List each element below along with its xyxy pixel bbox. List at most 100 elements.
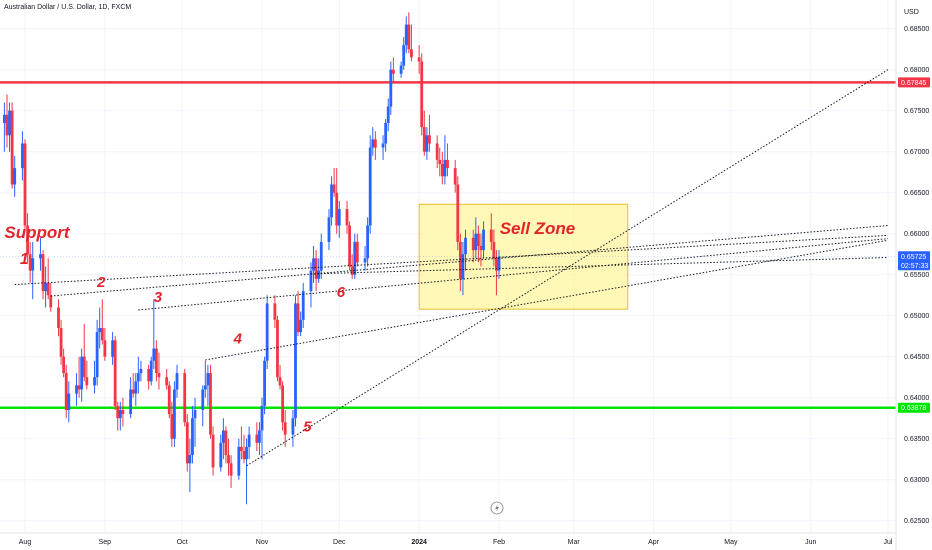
candle-body: [276, 319, 279, 378]
candle-body: [368, 147, 372, 226]
trend-line[interactable]: [246, 69, 889, 467]
candle-body: [46, 282, 50, 296]
candle-body: [167, 385, 171, 415]
candle-body: [39, 254, 42, 259]
trend-line[interactable]: [50, 225, 889, 297]
candle-body: [242, 451, 246, 460]
price-tick-label: 0.68000: [904, 67, 929, 74]
candle-body: [335, 192, 339, 226]
candle-body: [147, 369, 151, 382]
candle-body: [170, 414, 174, 439]
candle-body: [495, 258, 498, 271]
time-tick-label: Jul: [884, 539, 893, 546]
candle-body: [337, 209, 341, 226]
candle-body: [103, 340, 107, 357]
annotation-label: 1: [20, 251, 29, 268]
candle-body: [438, 159, 442, 164]
candle-body: [407, 24, 411, 50]
candle-body: [62, 356, 66, 374]
price-axis[interactable]: 0.68500 0.68000 0.67500 0.67000 0.66500 0.660…: [904, 26, 929, 525]
candle-body: [345, 209, 349, 226]
candle-body: [330, 184, 333, 218]
candle-body: [299, 319, 303, 333]
candle-body: [258, 430, 261, 443]
candle-body: [165, 377, 169, 386]
candle-body: [31, 258, 35, 271]
candle-body: [193, 410, 197, 419]
price-tag-label: 02:57:33: [901, 263, 928, 270]
candle-body: [492, 241, 496, 259]
candle-body: [278, 377, 282, 386]
price-tag-label: 0.63878: [901, 405, 926, 412]
candles: [2, 12, 501, 505]
time-tick-label: Jun: [805, 539, 816, 546]
time-axis[interactable]: Aug Sep Oct Nov Dec 2024 Feb Mar Apr May Jun Jul: [19, 539, 893, 546]
candle-body: [2, 114, 6, 123]
candle-body: [314, 258, 318, 279]
candle-body: [175, 373, 179, 390]
trend-lines[interactable]: [14, 69, 889, 467]
candle-body: [77, 385, 81, 390]
price-tag: [898, 77, 930, 88]
candle-body: [23, 143, 27, 226]
price-tag: [898, 251, 930, 262]
trend-line[interactable]: [14, 234, 889, 286]
candle-body: [188, 455, 192, 464]
price-tick-label: 0.66500: [904, 190, 929, 197]
candle-body: [49, 295, 53, 308]
candle-body: [139, 369, 143, 374]
annotation-label: 2: [96, 274, 106, 291]
candle-body: [44, 282, 48, 292]
candle-body: [136, 373, 140, 382]
price-tags: 0.67845 0.65725 02:57:33 0.63878: [898, 77, 930, 413]
candle-body: [291, 418, 295, 435]
price-tick-label: 0.64500: [904, 354, 929, 361]
candle-body: [371, 139, 375, 148]
candle-body: [476, 233, 480, 246]
candle-body: [5, 114, 9, 136]
horizontal-levels[interactable]: [0, 81, 896, 409]
candle-body: [404, 24, 408, 46]
candle-body: [121, 410, 125, 415]
candle-body: [93, 377, 96, 386]
candle-body: [381, 143, 385, 148]
candle-body: [309, 270, 313, 292]
candle-body: [384, 123, 388, 144]
trend-line[interactable]: [138, 238, 889, 311]
candle-body: [489, 229, 493, 242]
candle-body: [13, 168, 17, 185]
candle-body: [219, 442, 223, 468]
annotation-label: 6: [337, 284, 346, 301]
candle-body: [203, 385, 207, 390]
candle-body: [118, 410, 122, 419]
candle-body: [435, 143, 439, 160]
chart-title: Australian Dollar / U.S. Dollar, 1D, FXC…: [4, 4, 132, 11]
candle-body: [64, 373, 68, 410]
trend-line[interactable]: [310, 256, 889, 275]
candle-body: [428, 135, 431, 144]
price-tick-label: 0.64000: [904, 395, 929, 402]
candle-body: [229, 463, 233, 476]
candle-body: [75, 385, 78, 394]
candle-body: [21, 143, 24, 169]
lightning-icon[interactable]: [490, 501, 504, 515]
candle-body: [211, 434, 215, 468]
candle-body: [386, 106, 390, 123]
candle-body: [482, 229, 485, 251]
candle-body: [283, 422, 287, 435]
trend-line[interactable]: [205, 239, 889, 361]
candle-body: [255, 434, 259, 443]
candle-body: [319, 241, 323, 271]
price-tag: [898, 260, 930, 271]
price-tick-label: 0.67000: [904, 149, 929, 156]
price-tick-label: 0.67500: [904, 108, 929, 115]
candle-body: [474, 233, 478, 251]
time-tick-label: Aug: [19, 539, 32, 546]
candle-body: [366, 225, 370, 259]
annotations: Support 1 2 3 4 5 6: [4, 223, 345, 436]
candle-body: [191, 418, 194, 456]
candle-body: [80, 356, 84, 390]
candle-body: [26, 225, 29, 255]
candle-body: [422, 127, 426, 152]
